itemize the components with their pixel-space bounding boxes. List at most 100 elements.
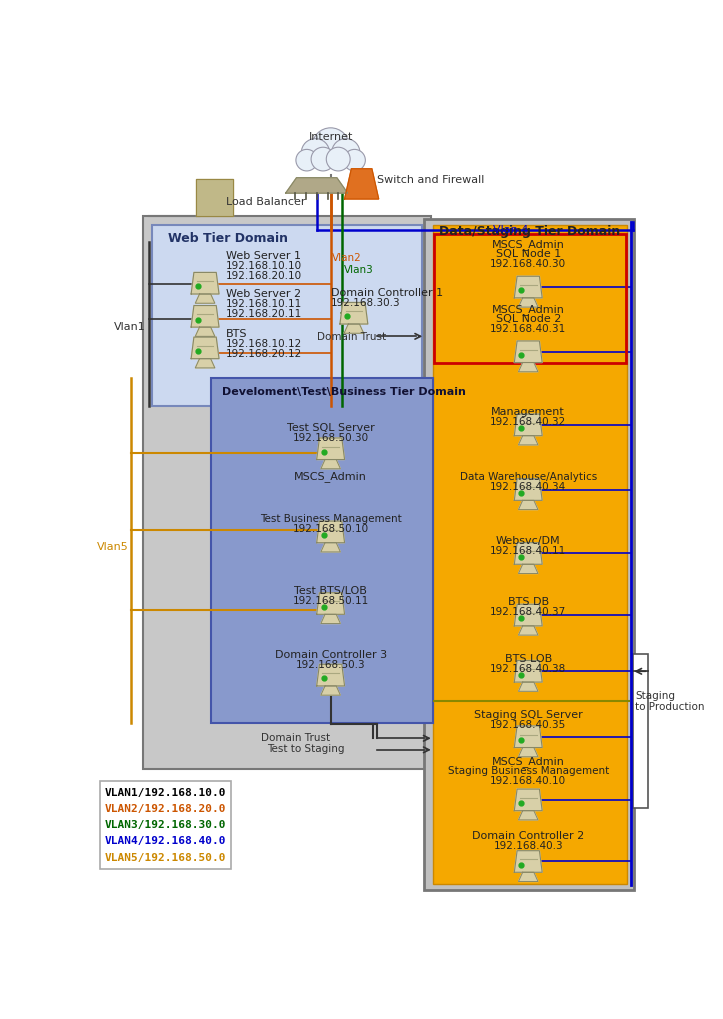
Text: 192.168.40.34: 192.168.40.34 [490,482,566,492]
Polygon shape [514,789,542,811]
Bar [434,234,626,364]
Text: VLAN2/192.168.20.0: VLAN2/192.168.20.0 [104,804,226,814]
Text: 192.168.20.12: 192.168.20.12 [226,348,302,359]
Text: 192.168.30.3: 192.168.30.3 [330,298,401,308]
Text: Load Balancer: Load Balancer [226,197,306,207]
Text: BTS: BTS [226,329,247,338]
Text: Data Warehouse/Analytics: Data Warehouse/Analytics [460,472,597,482]
Text: Domain Controller 2: Domain Controller 2 [472,830,584,841]
Polygon shape [340,303,368,324]
Polygon shape [514,276,542,298]
Text: Management: Management [492,408,565,417]
Polygon shape [514,341,542,363]
Text: Staging Business Management: Staging Business Management [448,766,609,776]
Polygon shape [191,272,219,294]
Text: Switch and Firewall: Switch and Firewall [377,174,484,184]
Polygon shape [195,294,215,304]
Polygon shape [321,460,341,469]
Text: 192.168.50.11: 192.168.50.11 [293,596,369,606]
Text: SQL Node 2: SQL Node 2 [495,314,561,324]
Polygon shape [518,298,538,307]
Text: 192.168.40.38: 192.168.40.38 [490,663,566,674]
Text: Test to Staging: Test to Staging [267,745,345,754]
Text: Websvc/DM: Websvc/DM [496,536,560,546]
Bar [153,225,422,406]
Text: BTS DB: BTS DB [508,597,549,607]
Text: Staging
to Production: Staging to Production [636,691,705,712]
Text: Staging SQL Server: Staging SQL Server [474,710,583,719]
Text: Domain Trust: Domain Trust [261,733,330,743]
Text: Vlan5: Vlan5 [97,542,128,552]
Polygon shape [518,363,538,372]
Text: MSCS_Admin: MSCS_Admin [294,471,367,482]
Text: Web Server 2: Web Server 2 [226,289,301,300]
Circle shape [312,127,349,164]
Polygon shape [518,811,538,820]
Polygon shape [345,169,379,199]
Polygon shape [321,614,341,624]
Circle shape [326,147,350,171]
Text: Vlan2: Vlan2 [332,253,362,263]
Text: 192.168.50.10: 192.168.50.10 [293,524,369,534]
Text: Vlan3: Vlan3 [344,265,374,275]
Polygon shape [514,604,542,626]
Polygon shape [514,543,542,565]
Bar [433,225,627,883]
Text: SQL Node 1: SQL Node 1 [496,250,561,259]
Bar [100,781,231,869]
Polygon shape [286,177,348,194]
Text: 192.168.40.30: 192.168.40.30 [490,260,566,269]
Circle shape [343,150,365,171]
Text: VLAN5/192.168.50.0: VLAN5/192.168.50.0 [104,853,226,863]
Polygon shape [518,565,538,574]
Bar [143,216,432,769]
Polygon shape [518,500,538,510]
Polygon shape [514,479,542,500]
Text: 192.168.40.11: 192.168.40.11 [490,546,566,555]
Bar [210,378,433,722]
Text: Internet: Internet [309,131,353,142]
Polygon shape [344,324,364,333]
Text: Develoment\Test\Business Tier Domain: Develoment\Test\Business Tier Domain [222,387,466,397]
Polygon shape [195,327,215,336]
Text: 192.168.40.31: 192.168.40.31 [490,324,566,334]
Bar [424,218,634,890]
Polygon shape [321,686,341,695]
Text: Test BTS/LOB: Test BTS/LOB [294,586,367,596]
Polygon shape [317,438,345,460]
Text: 192.168.20.10: 192.168.20.10 [226,271,302,281]
Bar [633,653,649,808]
Text: VLAN3/192.168.30.0: VLAN3/192.168.30.0 [104,820,226,830]
Text: BTS LOB: BTS LOB [505,653,552,663]
Text: Web Server 1: Web Server 1 [226,251,301,261]
Text: 192.168.50.3: 192.168.50.3 [296,659,365,669]
Text: MSCS_Admin: MSCS_Admin [492,304,565,315]
Text: Vlan1: Vlan1 [114,322,145,332]
Text: Test SQL Server: Test SQL Server [287,423,375,433]
Text: 192.168.40.35: 192.168.40.35 [490,719,566,730]
Circle shape [301,139,330,167]
Circle shape [296,150,317,171]
Polygon shape [514,726,542,748]
Polygon shape [196,179,233,216]
Polygon shape [518,748,538,757]
Polygon shape [518,682,538,691]
Text: 192.168.40.32: 192.168.40.32 [490,417,566,427]
Text: 192.168.10.11: 192.168.10.11 [226,300,302,310]
Text: Domain Trust: Domain Trust [317,332,386,341]
Text: 192.168.40.10: 192.168.40.10 [490,776,566,786]
Text: 192.168.50.30: 192.168.50.30 [293,433,369,442]
Polygon shape [191,337,219,359]
Polygon shape [317,593,345,614]
Text: Web Tier Domain: Web Tier Domain [168,232,288,246]
Circle shape [332,139,360,167]
Text: Vlan 4: Vlan 4 [493,225,529,234]
Polygon shape [514,660,542,682]
Text: Domain Controller 1: Domain Controller 1 [330,287,442,298]
Text: VLAN4/192.168.40.0: VLAN4/192.168.40.0 [104,837,226,847]
Polygon shape [514,414,542,436]
Circle shape [311,147,335,171]
Text: Test Business Management: Test Business Management [260,515,401,524]
Text: 192.168.10.12: 192.168.10.12 [226,338,302,348]
Polygon shape [191,306,219,327]
